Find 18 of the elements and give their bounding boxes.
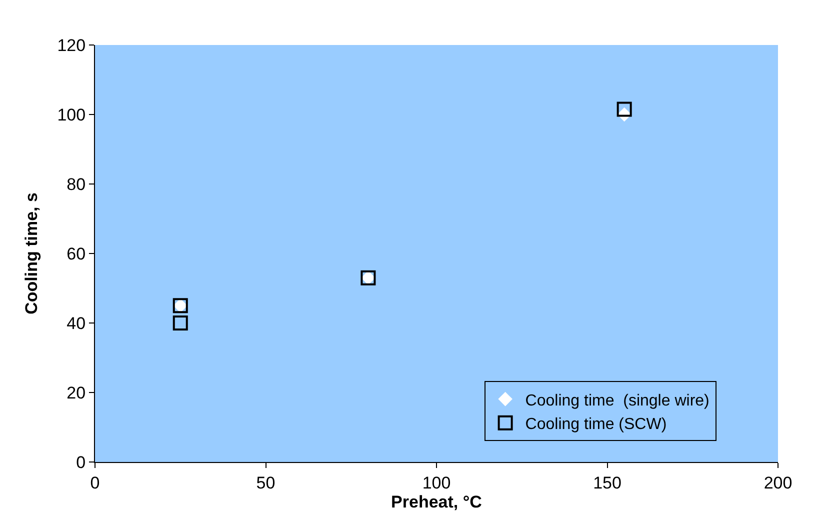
- x-tick-label: 200: [764, 473, 792, 492]
- y-tick-label: 40: [66, 314, 86, 333]
- y-tick-label: 0: [76, 452, 86, 472]
- y-tick-label: 120: [57, 36, 86, 55]
- y-tick-label: 80: [66, 174, 86, 194]
- y-tick-label: 60: [66, 244, 86, 264]
- point: [172, 316, 188, 330]
- y-tick-label: 100: [57, 105, 86, 124]
- y-tick-label: 20: [66, 383, 86, 402]
- legend-label: Cooling time (single wire): [525, 392, 710, 410]
- x-tick-label: 150: [593, 473, 622, 492]
- x-tick-label: 50: [256, 473, 276, 492]
- x-tick-label: 0: [90, 473, 100, 492]
- legend-label: Cooling time (SCW): [525, 416, 667, 434]
- point: [616, 102, 632, 117]
- x-axis-title: Preheat, °C: [391, 492, 482, 512]
- y-axis-title: Cooling time, s: [22, 192, 41, 314]
- x-tick-label: 100: [422, 473, 451, 492]
